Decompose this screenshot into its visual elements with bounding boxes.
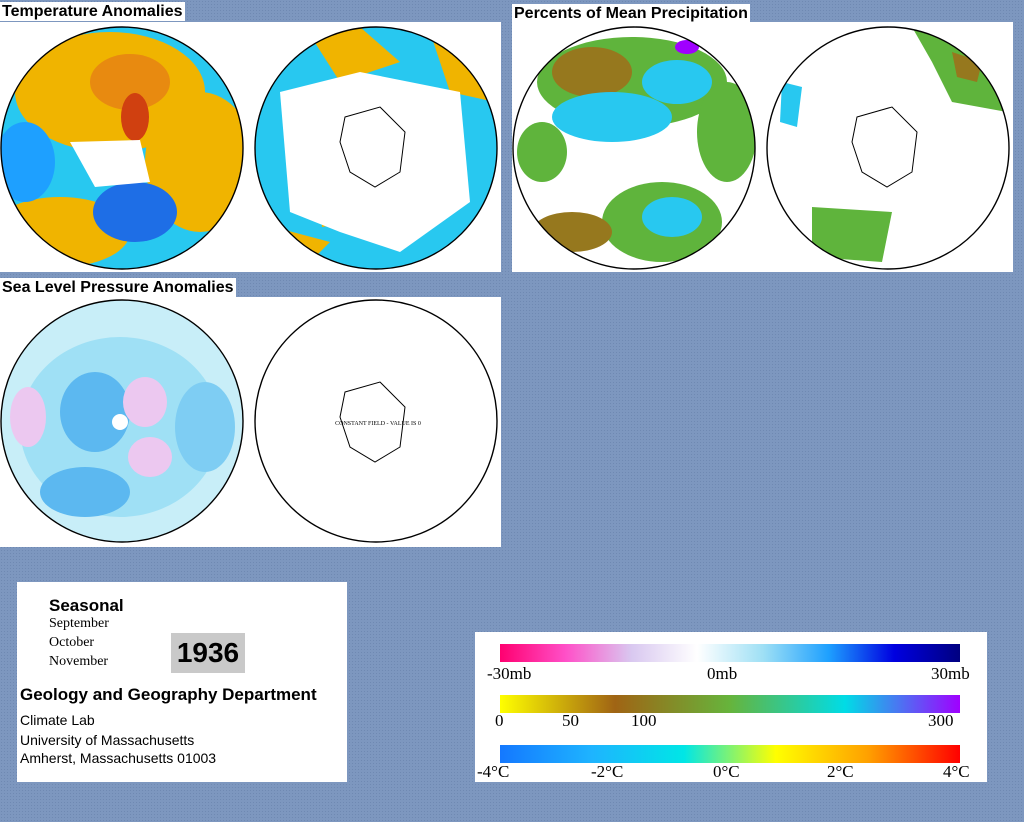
temp-label-minus2: -2°C: [591, 762, 624, 781]
pressure-label-max: 30mb: [931, 664, 970, 683]
precip-label-300: 300: [928, 711, 954, 730]
temperature-north-map: [1, 27, 243, 269]
precipitation-maps: [512, 26, 1010, 270]
pressure-color-bar: [500, 644, 960, 662]
address-line-1: Climate Lab: [20, 712, 95, 728]
info-box: Seasonal September October November 1936…: [17, 582, 347, 782]
precipitation-south-map: [767, 27, 1009, 269]
address-line-2: University of Massachusetts: [20, 732, 195, 748]
address-line-3: Amherst, Massachusetts 01003: [20, 750, 217, 766]
temp-label-0: 0°C: [713, 762, 740, 781]
pressure-maps: CONSTANT FIELD - VALUE IS 0: [0, 299, 498, 543]
month-2: October: [49, 635, 95, 650]
precipitation-color-bar: [500, 695, 960, 713]
month-3: November: [49, 654, 109, 669]
precipitation-title: Percents of Mean Precipitation: [512, 4, 750, 23]
pressure-title: Sea Level Pressure Anomalies: [0, 278, 236, 297]
precipitation-north-map: [513, 27, 755, 269]
precipitation-panel: [512, 22, 1013, 272]
precip-label-0: 0: [495, 711, 504, 730]
pressure-label-mid: 0mb: [707, 664, 738, 683]
temperature-maps: [0, 26, 498, 270]
temp-label-minus4: -4°C: [477, 762, 510, 781]
constant-field-note: CONSTANT FIELD - VALUE IS 0: [335, 421, 421, 427]
pressure-south-map: [254, 299, 498, 543]
pressure-panel: CONSTANT FIELD - VALUE IS 0: [0, 297, 501, 547]
temperature-color-bar: [500, 745, 960, 763]
precip-label-50: 50: [562, 711, 579, 730]
department-name: Geology and Geography Department: [20, 685, 317, 704]
temp-label-2: 2°C: [827, 762, 854, 781]
pressure-north-map: [1, 300, 243, 542]
precip-label-100: 100: [631, 711, 657, 730]
temperature-title: Temperature Anomalies: [0, 2, 185, 21]
legend-box: -30mb 0mb 30mb 0 50 100 300 -4°C -2°C 0°…: [475, 632, 987, 782]
month-1: September: [49, 616, 109, 631]
temp-label-4: 4°C: [943, 762, 970, 781]
year-label: 1936: [171, 633, 245, 673]
season-label: Seasonal: [49, 596, 124, 615]
pressure-label-min: -30mb: [487, 664, 532, 683]
temperature-panel: [0, 22, 501, 272]
